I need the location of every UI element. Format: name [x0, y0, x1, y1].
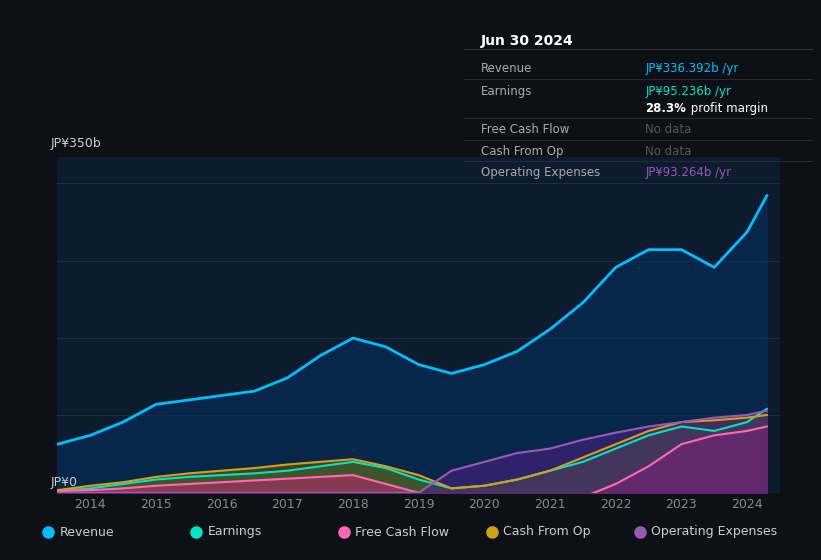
Text: Earnings: Earnings [481, 85, 533, 98]
Text: JP¥93.264b /yr: JP¥93.264b /yr [645, 166, 732, 179]
Text: profit margin: profit margin [687, 102, 768, 115]
Text: Free Cash Flow: Free Cash Flow [355, 525, 449, 539]
Text: Operating Expenses: Operating Expenses [651, 525, 777, 539]
Text: JP¥350b: JP¥350b [50, 137, 101, 150]
Text: Jun 30 2024: Jun 30 2024 [481, 34, 574, 48]
Text: Cash From Op: Cash From Op [481, 144, 564, 158]
Text: Cash From Op: Cash From Op [503, 525, 590, 539]
Text: No data: No data [645, 123, 691, 136]
Text: 28.3%: 28.3% [645, 102, 686, 115]
Text: JP¥0: JP¥0 [50, 477, 77, 489]
Text: Earnings: Earnings [208, 525, 262, 539]
Text: No data: No data [645, 144, 691, 158]
Text: Free Cash Flow: Free Cash Flow [481, 123, 570, 136]
Text: Operating Expenses: Operating Expenses [481, 166, 600, 179]
Text: Revenue: Revenue [481, 62, 533, 75]
Text: JP¥336.392b /yr: JP¥336.392b /yr [645, 62, 739, 75]
Text: Revenue: Revenue [60, 525, 114, 539]
Text: JP¥95.236b /yr: JP¥95.236b /yr [645, 85, 732, 98]
